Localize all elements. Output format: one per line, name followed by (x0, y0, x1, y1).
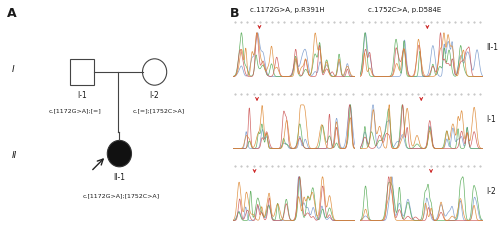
Text: I: I (12, 65, 14, 74)
Text: B: B (230, 7, 239, 20)
Text: c.[=];[1752C>A]: c.[=];[1752C>A] (133, 108, 185, 113)
Text: I-2: I-2 (150, 91, 160, 100)
Bar (70, 59, 94, 85)
Text: c.1172G>A, p.R391H: c.1172G>A, p.R391H (250, 7, 324, 13)
Text: c.1752C>A, p.D584E: c.1752C>A, p.D584E (368, 7, 441, 13)
Text: II: II (12, 151, 17, 161)
Text: I-1: I-1 (77, 91, 87, 100)
Text: II-1: II-1 (486, 43, 498, 52)
Text: II-1: II-1 (114, 173, 126, 182)
Text: c.[1172G>A];[1752C>A]: c.[1172G>A];[1752C>A] (83, 193, 160, 198)
Text: I-1: I-1 (486, 115, 496, 124)
Text: I-2: I-2 (486, 187, 496, 196)
Circle shape (108, 140, 132, 167)
Circle shape (142, 59, 167, 85)
Text: A: A (7, 7, 17, 20)
Text: c.[1172G>A];[=]: c.[1172G>A];[=] (49, 108, 102, 113)
